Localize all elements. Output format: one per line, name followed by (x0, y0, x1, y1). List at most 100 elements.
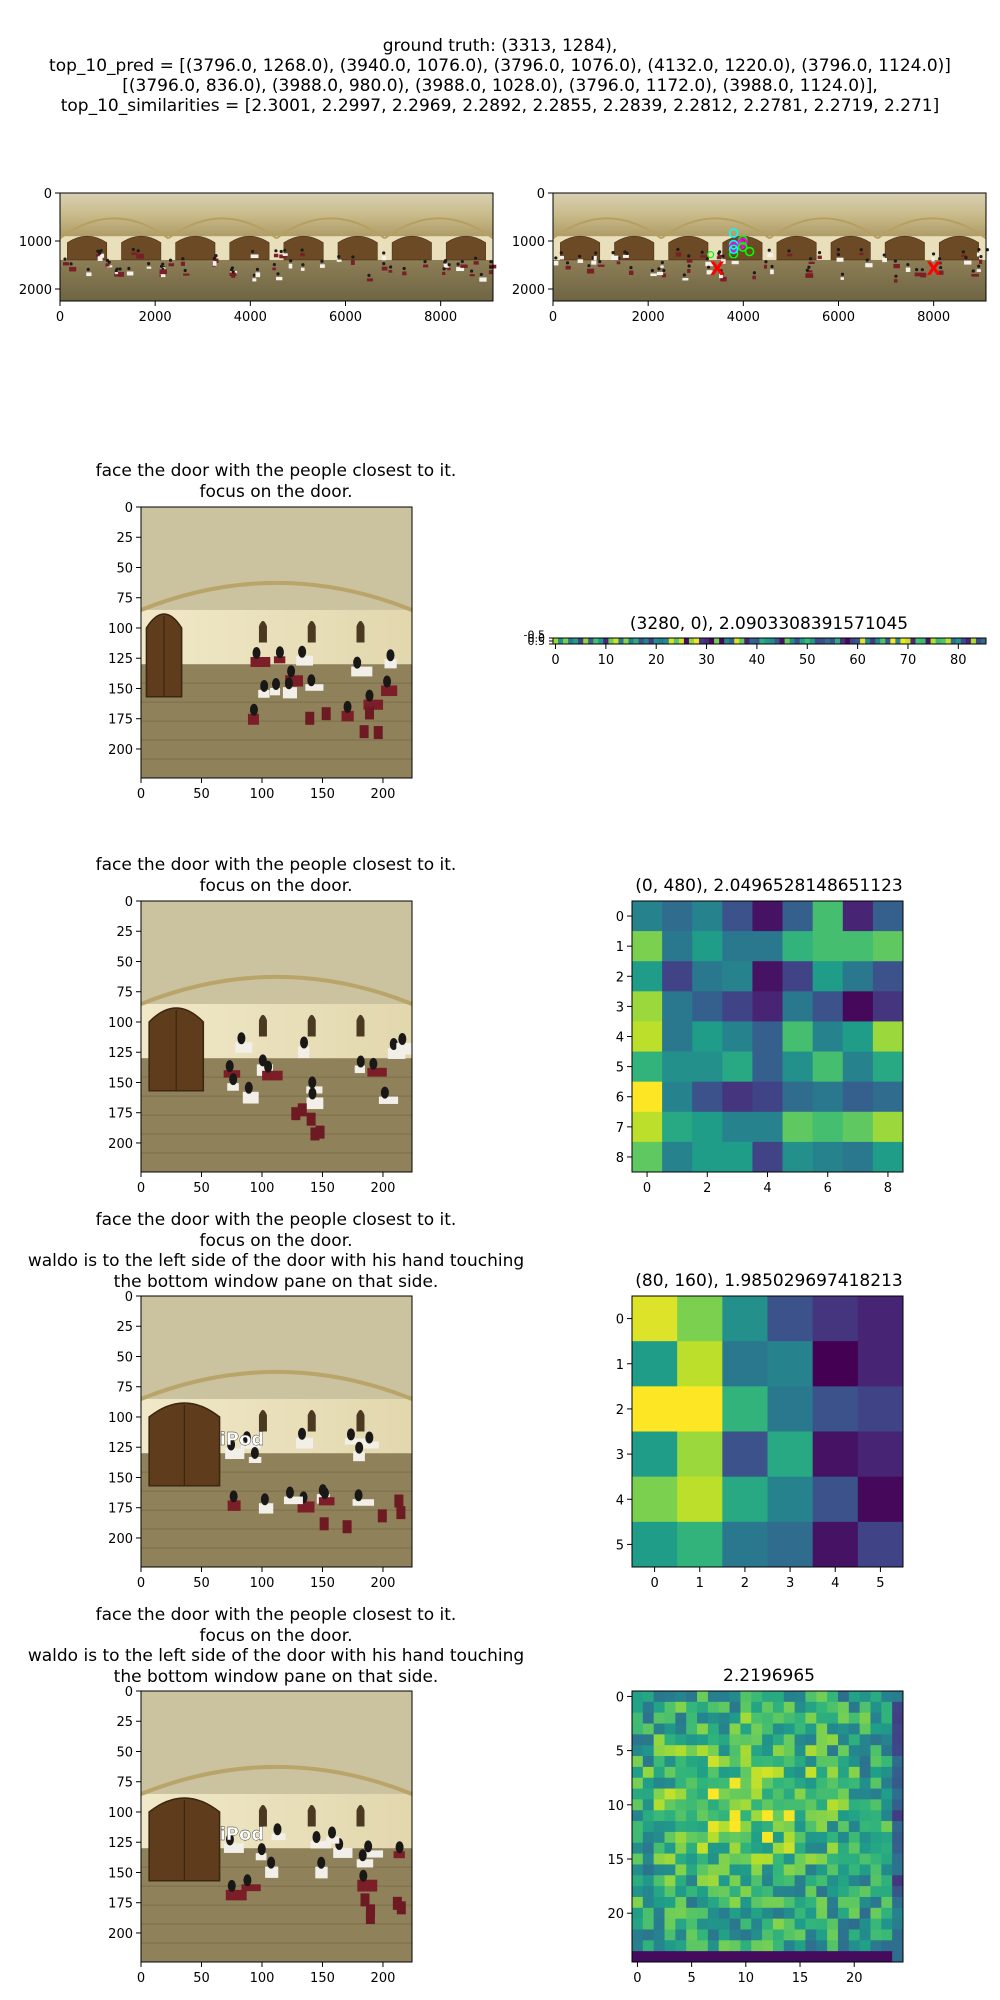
heatmap-cell (686, 1712, 698, 1724)
wall-window (307, 1804, 316, 1827)
heatmap-cell (772, 1940, 785, 1952)
heatmap-cell (772, 1788, 785, 1800)
ceiling-vault (768, 217, 879, 240)
heatmap-cell (805, 1853, 817, 1865)
heatmap-cell (827, 1831, 839, 1844)
wall-window (356, 1014, 365, 1037)
heatmap-cell (848, 1777, 861, 1789)
ceiling-arch (140, 1369, 413, 1401)
table (285, 675, 303, 687)
heatmap-cell (827, 1896, 839, 1909)
x-tick-label: 200 (371, 1181, 396, 1196)
person (894, 274, 898, 278)
table-cloth (859, 252, 864, 256)
heatmap-cell (686, 1788, 698, 1800)
table-cloth (231, 274, 236, 278)
heatmap-cell (767, 1386, 814, 1432)
heatmap-cell (892, 1723, 904, 1735)
y-tick-label: 50 (116, 1350, 133, 1365)
heatmap-cell (722, 1051, 753, 1083)
heatmap-cell (895, 638, 901, 644)
heatmap-cell (632, 1051, 663, 1083)
heatmap-cell (772, 1756, 785, 1768)
table (258, 689, 270, 698)
person (168, 258, 173, 262)
ceiling (553, 193, 986, 242)
heatmap-cell (729, 1810, 741, 1822)
heatmap-cell (664, 1821, 676, 1833)
person (598, 260, 602, 264)
table-cloth (976, 252, 981, 257)
heatmap-cell (709, 638, 715, 644)
heatmap-cell (632, 1021, 663, 1052)
heatmap-cell (812, 1431, 859, 1478)
heatmap-cell (751, 1766, 763, 1779)
guest (244, 1081, 253, 1094)
heatmap-cell (653, 1918, 665, 1930)
heatmap-cell (827, 1918, 839, 1930)
guest (225, 1060, 234, 1073)
heatmap-cell (632, 1886, 644, 1898)
heatmap-cell (772, 1745, 785, 1757)
x-tick-label: 0 (137, 1181, 145, 1196)
ceiling-vault (59, 217, 169, 240)
person (442, 267, 446, 271)
chair (306, 1112, 316, 1126)
heatmap-cell (762, 1907, 774, 1920)
heatmap-cell (837, 1799, 850, 1811)
heatmap-cell (872, 961, 904, 992)
y-tick-label: 50 (116, 561, 133, 576)
door-arch (391, 235, 432, 261)
heatmap-cell (675, 1723, 687, 1735)
y-tick-label: 75 (116, 1776, 133, 1791)
heatmap-cell (881, 1691, 893, 1703)
heatmap-cell (848, 1886, 861, 1898)
suptitle-line: top_10_similarities = [2.3001, 2.2997, 2… (60, 96, 940, 116)
chair (364, 706, 374, 720)
person (657, 267, 661, 271)
y-tick-label: 10 (607, 1799, 624, 1814)
heatmap-cell (848, 1691, 861, 1703)
person (939, 265, 943, 270)
overlay-text: iPod (220, 1429, 265, 1450)
person (136, 249, 140, 253)
heatmap-cell (816, 1875, 828, 1887)
heatmap-cell (675, 1896, 687, 1909)
heatmap-cell (707, 1853, 720, 1865)
heatmap-cell (675, 1929, 687, 1941)
heatmap-cell (837, 1723, 850, 1735)
heatmap-cell (848, 1853, 861, 1865)
y-tick-label: 200 (108, 1532, 133, 1547)
heatmap-cell (749, 638, 755, 644)
heatmap-cell (751, 1842, 763, 1854)
person (650, 268, 654, 273)
guest (317, 1856, 326, 1869)
heatmap-cell (707, 1734, 720, 1746)
person (764, 260, 768, 264)
heatmap-cell (664, 1788, 676, 1800)
heatmap-cell (686, 1821, 698, 1833)
person (337, 255, 341, 259)
person (705, 257, 709, 261)
heatmap-cell (632, 1111, 663, 1143)
heatmap-cell (872, 1021, 904, 1052)
table-cloth (250, 254, 259, 259)
heatmap-cell (664, 1886, 676, 1898)
heatmap-cell (881, 1951, 893, 1963)
heatmap-cell (692, 1051, 723, 1083)
heatmap-cell (697, 1896, 709, 1909)
heatmap-cell (870, 1896, 882, 1909)
heatmap-cell (686, 1853, 698, 1865)
table-cloth (180, 261, 185, 266)
heatmap-cell (648, 638, 655, 644)
heatmap-cell (892, 1951, 904, 1963)
ceiling-arch (140, 580, 413, 612)
person (840, 272, 845, 276)
x-tick-label: 10 (738, 1971, 755, 1986)
heatmap-cell (642, 1734, 655, 1746)
guest (320, 1487, 329, 1500)
heatmap-cell (664, 1896, 676, 1909)
x-tick-label: 0 (633, 1971, 641, 1986)
x-tick-label: 15 (792, 1971, 809, 1986)
heatmap-cell (805, 1799, 817, 1811)
